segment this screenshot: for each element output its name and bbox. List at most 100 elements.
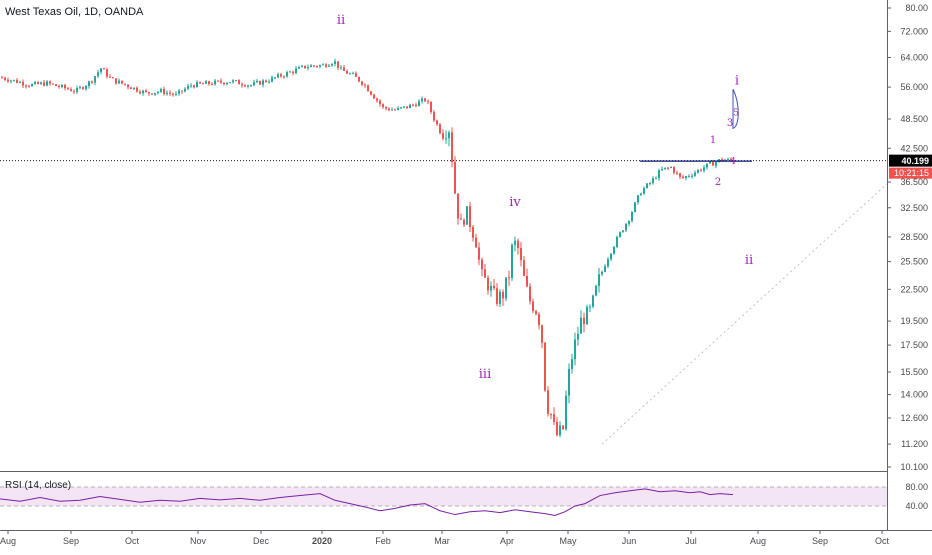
- candle-body: [253, 82, 255, 86]
- candle-body: [55, 84, 57, 87]
- rsi-series-line: [0, 488, 734, 517]
- y-tick-label: 36.500: [900, 177, 928, 187]
- candle-body: [649, 182, 651, 184]
- candle-body: [493, 285, 495, 289]
- y-tick-label: 19.500: [900, 316, 928, 326]
- candle-body: [688, 176, 690, 178]
- candle-body: [709, 161, 711, 164]
- wave-label: 1: [710, 135, 716, 146]
- y-tick-label: 17.500: [900, 340, 928, 350]
- candle-body: [514, 240, 516, 245]
- candle-body: [232, 80, 234, 83]
- candle-body: [178, 90, 180, 94]
- candle-body: [43, 82, 45, 86]
- candle-body: [529, 286, 531, 302]
- candle-body: [445, 138, 447, 140]
- candle-body: [229, 82, 231, 84]
- candle-body: [19, 81, 21, 83]
- y-tick-label: 56.000: [900, 82, 928, 92]
- y-tick-label: 25.500: [900, 257, 928, 267]
- candle-body: [304, 65, 306, 69]
- candle-body: [418, 101, 420, 107]
- candle-body: [193, 85, 195, 88]
- candle-body: [511, 244, 513, 279]
- y-tick-label: 28.500: [900, 232, 928, 242]
- candle-body: [583, 317, 585, 325]
- candle-body: [487, 277, 489, 291]
- candle-body: [22, 81, 24, 86]
- candle-body: [340, 67, 342, 69]
- candle-body: [64, 84, 66, 89]
- candle-body: [166, 92, 168, 94]
- candle-body: [526, 275, 528, 287]
- candle-body: [226, 82, 228, 85]
- candle-body: [262, 80, 264, 85]
- candle-body: [523, 260, 525, 276]
- candle-body: [412, 104, 414, 106]
- candle-body: [196, 81, 198, 88]
- candle-body: [478, 247, 480, 260]
- candle-body: [307, 67, 309, 69]
- candle-body: [727, 158, 729, 160]
- candle-body: [52, 83, 54, 85]
- rsi-tick-label: 40.00: [905, 501, 928, 511]
- wave-label: 5: [733, 108, 739, 118]
- candle-body: [49, 81, 51, 84]
- candle-body: [427, 101, 429, 103]
- y-tick-label: 12.600: [900, 413, 928, 423]
- x-tick-label: Mar: [434, 536, 450, 546]
- y-tick-label: 80.00: [905, 3, 928, 13]
- candle-body: [82, 87, 84, 89]
- candle-body: [397, 107, 399, 110]
- candle-body: [1, 77, 3, 79]
- candle-body: [598, 274, 600, 286]
- candle-body: [187, 85, 189, 89]
- candle-body: [475, 237, 477, 248]
- candle-body: [292, 71, 294, 73]
- candle-body: [313, 65, 315, 67]
- candle-body: [433, 112, 435, 121]
- candle-body: [175, 93, 177, 95]
- wave-label: ii: [337, 13, 345, 28]
- candle-body: [211, 83, 213, 85]
- candle-body: [154, 92, 156, 95]
- candle-body: [286, 71, 288, 77]
- candle-body: [325, 64, 327, 67]
- candle-body: [355, 73, 357, 77]
- candle-body: [469, 206, 471, 228]
- candle-body: [157, 91, 159, 93]
- candle-body: [88, 81, 90, 87]
- candle-body: [379, 100, 381, 105]
- candle-body: [106, 69, 108, 77]
- candle-body: [628, 220, 630, 224]
- candle-body: [436, 120, 438, 125]
- candle-body: [13, 79, 15, 81]
- candle-body: [544, 342, 546, 391]
- candle-body: [496, 288, 498, 304]
- candle-body: [205, 81, 207, 84]
- x-tick-label: 2020: [312, 536, 332, 546]
- y-tick-label: 22.500: [900, 284, 928, 294]
- candle-body: [466, 206, 468, 225]
- candle-body: [190, 85, 192, 87]
- last-price-tag: [889, 154, 932, 167]
- candle-body: [601, 271, 603, 275]
- candle-body: [589, 306, 591, 308]
- candle-body: [382, 104, 384, 107]
- candle-body: [331, 63, 333, 66]
- candle-body: [730, 158, 732, 161]
- candle-body: [679, 173, 681, 177]
- candle-body: [622, 230, 624, 233]
- candle-body: [448, 132, 450, 139]
- x-tick-label: Jul: [685, 536, 697, 546]
- x-tick-label: Dec: [253, 536, 270, 546]
- candle-body: [280, 74, 282, 77]
- candle-body: [667, 167, 669, 169]
- candle-body: [142, 90, 144, 94]
- candle-body: [184, 88, 186, 92]
- candle-body: [472, 227, 474, 238]
- candle-body: [388, 108, 390, 111]
- y-tick-label: 72.000: [900, 26, 928, 36]
